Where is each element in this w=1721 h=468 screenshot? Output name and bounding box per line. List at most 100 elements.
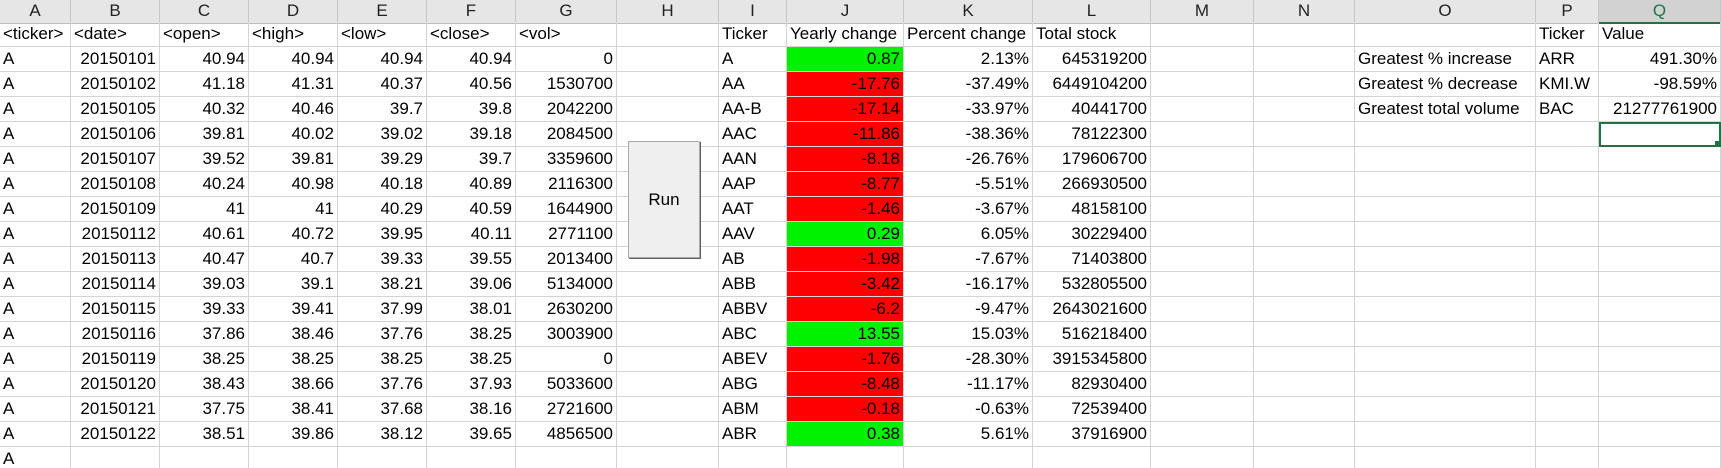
cell-i16[interactable]: ABM xyxy=(719,397,787,422)
cell-k7[interactable]: -5.51% xyxy=(904,172,1033,197)
cell-g8[interactable]: 1644900 xyxy=(516,197,617,222)
cell-i11[interactable]: ABB xyxy=(719,272,787,297)
column-header-o[interactable]: O xyxy=(1355,0,1536,24)
cell-g3[interactable]: 1530700 xyxy=(516,72,617,97)
cell-h15[interactable] xyxy=(617,372,719,397)
cell-f13[interactable]: 38.25 xyxy=(427,322,516,347)
cell-d7[interactable]: 40.98 xyxy=(249,172,338,197)
cell-k5[interactable]: -38.36% xyxy=(904,122,1033,147)
cell-m5[interactable] xyxy=(1151,122,1254,147)
cell-n12[interactable] xyxy=(1254,297,1355,322)
cell-i9[interactable]: AAV xyxy=(719,222,787,247)
cell-j3[interactable]: -17.76 xyxy=(787,72,904,97)
cell-e16[interactable]: 37.68 xyxy=(338,397,427,422)
cell-a13[interactable]: A xyxy=(0,322,71,347)
cell-f10[interactable]: 39.55 xyxy=(427,247,516,272)
cell-m13[interactable] xyxy=(1151,322,1254,347)
cell-c14[interactable]: 38.25 xyxy=(160,347,249,372)
cell-q11[interactable] xyxy=(1599,272,1721,297)
cell-l4[interactable]: 40441700 xyxy=(1033,97,1151,122)
cell-i18[interactable] xyxy=(719,447,787,468)
cell-f17[interactable]: 39.65 xyxy=(427,422,516,447)
cell-d5[interactable]: 40.02 xyxy=(249,122,338,147)
column-header-j[interactable]: J xyxy=(787,0,904,24)
cell-p18[interactable] xyxy=(1536,447,1599,468)
cell-e2[interactable]: 40.94 xyxy=(338,47,427,72)
cell-c9[interactable]: 40.61 xyxy=(160,222,249,247)
cell-m9[interactable] xyxy=(1151,222,1254,247)
column-header-c[interactable]: C xyxy=(160,0,249,24)
column-header-d[interactable]: D xyxy=(249,0,338,24)
cell-g2[interactable]: 0 xyxy=(516,47,617,72)
cell-p1[interactable]: Ticker xyxy=(1536,22,1599,47)
cell-k16[interactable]: -0.63% xyxy=(904,397,1033,422)
cell-o16[interactable] xyxy=(1355,397,1536,422)
cell-n5[interactable] xyxy=(1254,122,1355,147)
cell-i4[interactable]: AA-B xyxy=(719,97,787,122)
cell-a17[interactable]: A xyxy=(0,422,71,447)
cell-j17[interactable]: 0.38 xyxy=(787,422,904,447)
cell-g5[interactable]: 2084500 xyxy=(516,122,617,147)
cell-n18[interactable] xyxy=(1254,447,1355,468)
cell-i10[interactable]: AB xyxy=(719,247,787,272)
cell-g12[interactable]: 2630200 xyxy=(516,297,617,322)
cell-a14[interactable]: A xyxy=(0,347,71,372)
cell-k17[interactable]: 5.61% xyxy=(904,422,1033,447)
cell-j8[interactable]: -1.46 xyxy=(787,197,904,222)
cell-i13[interactable]: ABC xyxy=(719,322,787,347)
cell-b13[interactable]: 20150116 xyxy=(71,322,160,347)
cell-e13[interactable]: 37.76 xyxy=(338,322,427,347)
cell-m17[interactable] xyxy=(1151,422,1254,447)
cell-l16[interactable]: 72539400 xyxy=(1033,397,1151,422)
cell-p2[interactable]: ARR xyxy=(1536,47,1599,72)
cell-m6[interactable] xyxy=(1151,147,1254,172)
cell-q10[interactable] xyxy=(1599,247,1721,272)
cell-p16[interactable] xyxy=(1536,397,1599,422)
cell-g9[interactable]: 2771100 xyxy=(516,222,617,247)
column-header-e[interactable]: E xyxy=(338,0,427,24)
column-header-b[interactable]: B xyxy=(71,0,160,24)
cell-c15[interactable]: 38.43 xyxy=(160,372,249,397)
cell-l18[interactable] xyxy=(1033,447,1151,468)
cell-b12[interactable]: 20150115 xyxy=(71,297,160,322)
cell-g1[interactable]: <vol> xyxy=(516,22,617,47)
cell-f11[interactable]: 39.06 xyxy=(427,272,516,297)
cell-e7[interactable]: 40.18 xyxy=(338,172,427,197)
cell-j2[interactable]: 0.87 xyxy=(787,47,904,72)
cell-p8[interactable] xyxy=(1536,197,1599,222)
cell-m8[interactable] xyxy=(1151,197,1254,222)
cell-b7[interactable]: 20150108 xyxy=(71,172,160,197)
cell-a1[interactable]: <ticker> xyxy=(0,22,71,47)
cell-q1[interactable]: Value xyxy=(1599,22,1721,47)
cell-n10[interactable] xyxy=(1254,247,1355,272)
cell-p3[interactable]: KMI.W xyxy=(1536,72,1599,97)
cell-c12[interactable]: 39.33 xyxy=(160,297,249,322)
cell-j15[interactable]: -8.48 xyxy=(787,372,904,397)
cell-b14[interactable]: 20150119 xyxy=(71,347,160,372)
cell-p12[interactable] xyxy=(1536,297,1599,322)
cell-d17[interactable]: 39.86 xyxy=(249,422,338,447)
cell-i3[interactable]: AA xyxy=(719,72,787,97)
cell-f1[interactable]: <close> xyxy=(427,22,516,47)
cell-o5[interactable] xyxy=(1355,122,1536,147)
cell-o11[interactable] xyxy=(1355,272,1536,297)
cell-q12[interactable] xyxy=(1599,297,1721,322)
cell-c18[interactable] xyxy=(160,447,249,468)
cell-a8[interactable]: A xyxy=(0,197,71,222)
cell-p6[interactable] xyxy=(1536,147,1599,172)
cell-a12[interactable]: A xyxy=(0,297,71,322)
cell-b10[interactable]: 20150113 xyxy=(71,247,160,272)
cell-e8[interactable]: 40.29 xyxy=(338,197,427,222)
cell-h17[interactable] xyxy=(617,422,719,447)
cell-a11[interactable]: A xyxy=(0,272,71,297)
cell-p14[interactable] xyxy=(1536,347,1599,372)
cell-f4[interactable]: 39.8 xyxy=(427,97,516,122)
cell-j4[interactable]: -17.14 xyxy=(787,97,904,122)
cell-l12[interactable]: 2643021600 xyxy=(1033,297,1151,322)
cell-a10[interactable]: A xyxy=(0,247,71,272)
cell-b9[interactable]: 20150112 xyxy=(71,222,160,247)
cell-a4[interactable]: A xyxy=(0,97,71,122)
column-header-q[interactable]: Q xyxy=(1599,0,1721,24)
cell-c6[interactable]: 39.52 xyxy=(160,147,249,172)
cell-m16[interactable] xyxy=(1151,397,1254,422)
